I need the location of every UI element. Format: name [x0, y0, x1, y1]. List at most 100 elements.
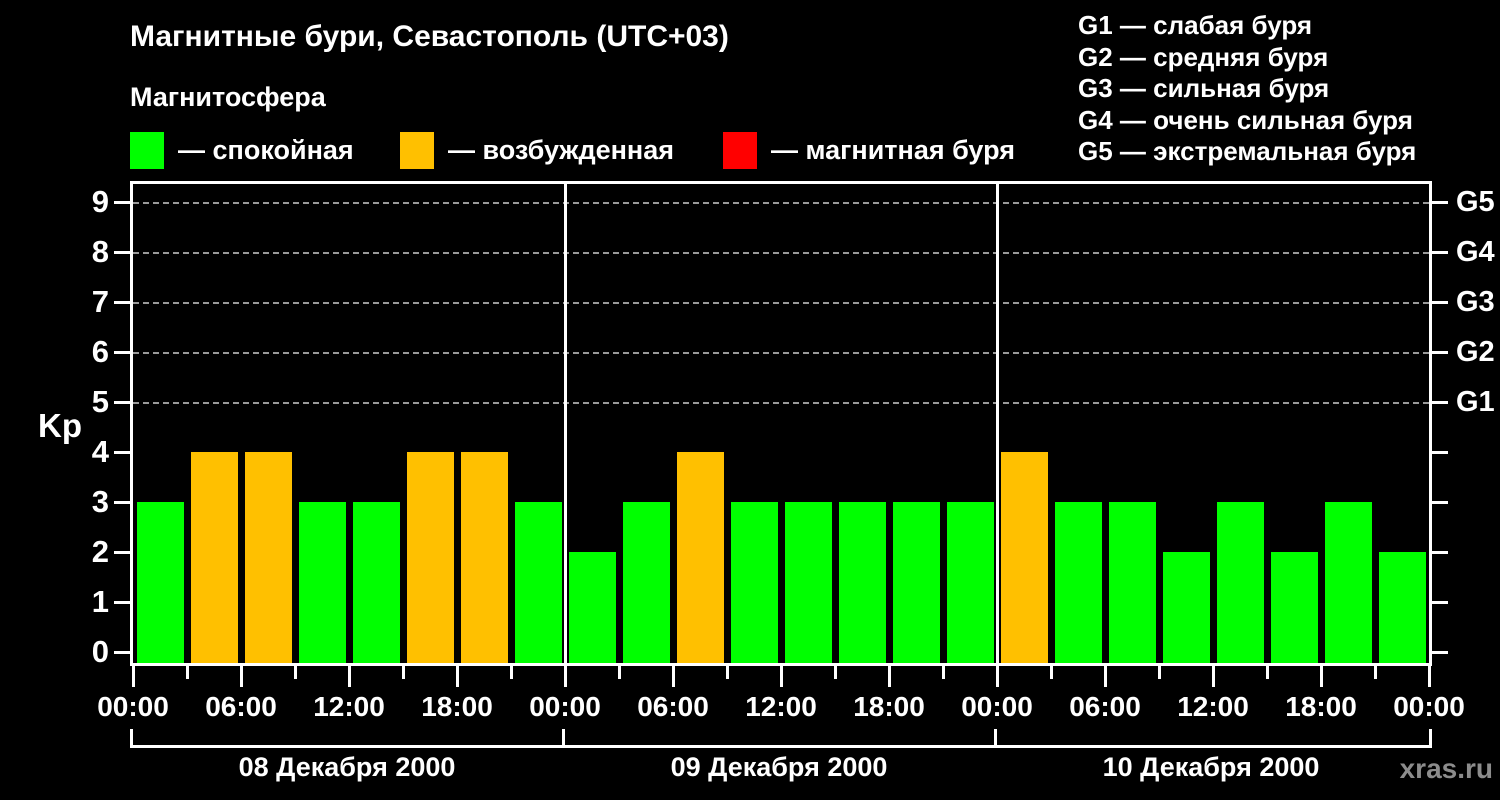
x-tick: [617, 666, 621, 679]
date-bracket-tick: [1429, 729, 1432, 745]
x-tick: [1427, 666, 1431, 687]
legend-item-quiet-label: — спокойная: [178, 134, 354, 165]
day-divider: [995, 184, 999, 663]
y-tick-right: [1432, 501, 1448, 504]
x-tick: [563, 666, 567, 687]
date-bracket-tick: [562, 729, 565, 745]
kp-bar: [946, 502, 994, 663]
y-tick: [114, 351, 130, 354]
kp-bar: [730, 502, 778, 663]
grid-line-kp7: [133, 302, 1429, 304]
grid-line-kp6: [133, 352, 1429, 354]
grid-line-kp5: [133, 402, 1429, 404]
g-legend-line-g2: G2 — средняя буря: [1078, 41, 1329, 72]
x-tick: [401, 666, 405, 679]
date-bracket-tick: [130, 729, 133, 745]
grid-line-kp8: [133, 252, 1429, 254]
y-tick-label: 8: [91, 234, 109, 269]
x-tick: [239, 666, 243, 687]
kp-bar: [514, 502, 562, 663]
kp-bar: [784, 502, 832, 663]
y-tick: [114, 501, 130, 504]
kp-bar: [1216, 502, 1264, 663]
legend-item-quiet: — спокойная: [130, 131, 354, 169]
date-label: 09 Декабря 2000: [670, 752, 888, 782]
x-tick-label: 18:00: [853, 691, 925, 722]
y-tick-label: 3: [91, 484, 109, 519]
grid-line-kp9: [133, 202, 1429, 204]
g-legend-line-g3: G3 — сильная буря: [1078, 73, 1330, 104]
y-tick-right: [1432, 601, 1448, 604]
g-legend-line-g5: G5 — экстремальная буря: [1078, 136, 1417, 167]
y-tick: [114, 601, 130, 604]
kp-bar: [406, 452, 454, 663]
x-tick: [941, 666, 945, 679]
x-tick: [725, 666, 729, 679]
x-tick: [347, 666, 351, 687]
date-bracket-tick: [994, 729, 997, 745]
y-tick-label: 4: [91, 434, 109, 469]
x-tick-label: 00:00: [97, 691, 169, 722]
y-tick: [114, 551, 130, 554]
x-tick: [995, 666, 999, 687]
x-tick-label: 00:00: [961, 691, 1033, 722]
kp-bar: [1054, 502, 1102, 663]
x-tick: [1265, 666, 1269, 679]
g-legend-line-g4: G4 — очень сильная буря: [1078, 104, 1413, 135]
excited-color-swatch: [400, 131, 434, 169]
x-tick-label: 06:00: [637, 691, 709, 722]
y-tick: [114, 301, 130, 304]
y-tick-label: 5: [91, 384, 109, 419]
y-tick-label: 7: [91, 284, 109, 319]
y-tick-right: [1432, 401, 1448, 404]
y-tick-right: [1432, 651, 1448, 654]
g-level-label: G2: [1456, 336, 1495, 368]
x-tick-label: 12:00: [1177, 691, 1249, 722]
kp-bar: [298, 502, 346, 663]
y-tick: [114, 651, 130, 654]
y-tick-right: [1432, 301, 1448, 304]
y-tick: [114, 251, 130, 254]
g-level-label: G1: [1456, 386, 1495, 418]
kp-bar: [1000, 452, 1048, 663]
y-tick-label: 9: [91, 184, 109, 219]
kp-bar: [622, 502, 670, 663]
y-tick-right: [1432, 251, 1448, 254]
legend-item-excited-label: — возбужденная: [448, 134, 674, 165]
storm-color-swatch: [723, 131, 757, 169]
date-label: 10 Декабря 2000: [1102, 752, 1320, 782]
y-tick-right: [1432, 451, 1448, 454]
day-divider: [563, 184, 567, 663]
watermark-xras: xras.ru: [1399, 753, 1493, 784]
x-tick-label: 12:00: [745, 691, 817, 722]
x-tick: [509, 666, 513, 679]
kp-bar: [1162, 552, 1210, 663]
x-tick: [779, 666, 783, 687]
legend-item-storm-label: — магнитная буря: [771, 134, 1015, 165]
y-tick-label: 2: [91, 534, 109, 569]
y-axis-label-kp: Kp: [38, 407, 82, 444]
legend-item-excited: — возбужденная: [400, 131, 674, 169]
y-tick: [114, 401, 130, 404]
kp-bar: [568, 552, 616, 663]
g-level-label: G4: [1456, 236, 1495, 268]
y-tick: [114, 451, 130, 454]
x-tick: [671, 666, 675, 687]
g-scale-legend: G1 — слабая буря G2 — средняя буря G3 — …: [1078, 10, 1416, 168]
g-level-label: G3: [1456, 286, 1495, 318]
x-tick-label: 00:00: [529, 691, 601, 722]
kp-bar: [244, 452, 292, 663]
quiet-color-swatch: [130, 131, 164, 169]
x-tick-label: 18:00: [421, 691, 493, 722]
x-tick: [1211, 666, 1215, 687]
kp-bar: [892, 502, 940, 663]
kp-bar: [838, 502, 886, 663]
legend-item-storm: — магнитная буря: [723, 131, 1015, 169]
y-tick-label: 0: [91, 634, 109, 669]
plot-area: [130, 181, 1432, 666]
kp-bar: [352, 502, 400, 663]
magnetosphere-legend-title: Магнитосфера: [130, 82, 326, 112]
date-bracket-line: [130, 745, 1432, 748]
kp-bar: [1270, 552, 1318, 663]
